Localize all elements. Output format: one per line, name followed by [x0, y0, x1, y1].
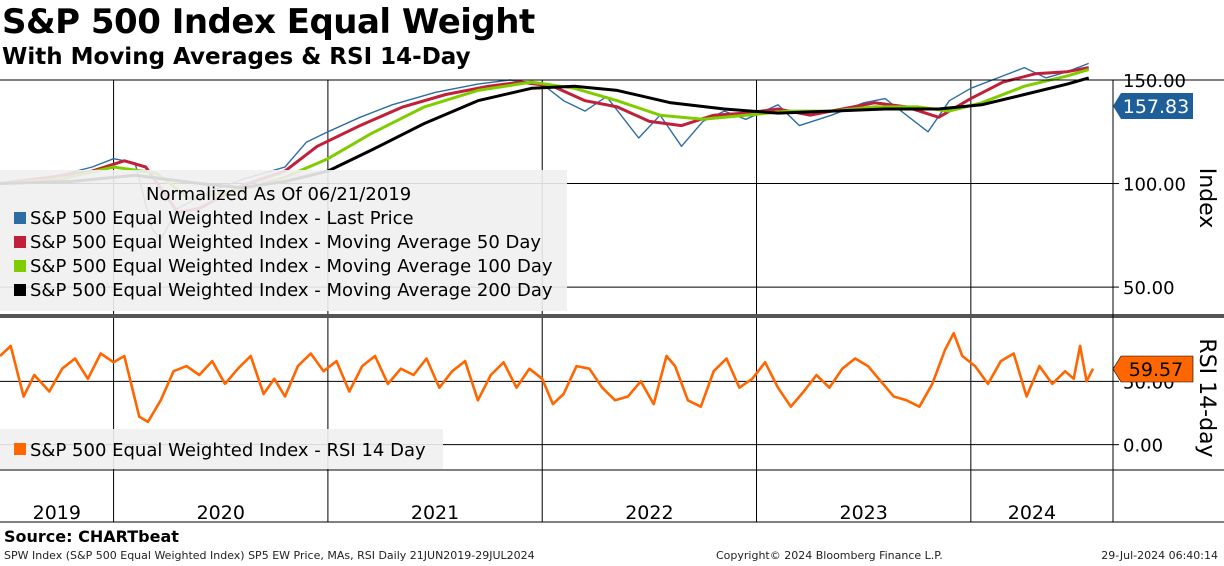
x-tick-label-2022: 2022 [625, 502, 673, 524]
legend-entry-ma50: S&P 500 Equal Weighted Index - Moving Av… [30, 232, 541, 253]
price-tick-label-50: 50.00 [1123, 278, 1175, 299]
x-tick-label-2023: 2023 [840, 502, 888, 524]
x-tick-label-2019: 2019 [33, 502, 81, 524]
last-rsi-value: 59.57 [1129, 359, 1183, 381]
legend-entry-ma200: S&P 500 Equal Weighted Index - Moving Av… [30, 280, 553, 301]
price-legend-box [0, 170, 567, 311]
legend-entry-rsi: S&P 500 Equal Weighted Index - RSI 14 Da… [30, 440, 426, 461]
legend-swatch-ma100 [14, 260, 26, 272]
chart-subtitle: With Moving Averages & RSI 14-Day [2, 44, 471, 70]
legend-swatch-rsi [14, 443, 26, 455]
last-price-tag [1113, 93, 1193, 119]
legend-swatch-ma50 [14, 236, 26, 248]
panel-divider [0, 314, 1224, 318]
price-tick-label-100: 100.00 [1123, 175, 1186, 196]
x-tick-label-2020: 2020 [197, 502, 245, 524]
legend-entry-ma100: S&P 500 Equal Weighted Index - Moving Av… [30, 256, 553, 277]
series-line-rsi [0, 331, 1095, 424]
x-tick-label-2024: 2024 [1008, 502, 1056, 524]
rsi-axis-title: RSI 14-day [1194, 338, 1219, 457]
price-axis-title: Index [1194, 168, 1219, 229]
legend-entry-price: S&P 500 Equal Weighted Index - Last Pric… [30, 208, 414, 229]
legend-swatch-ma200 [14, 284, 26, 296]
price-tick-label-150: 150.00 [1123, 71, 1186, 92]
last-rsi-tag [1112, 355, 1194, 383]
last-price-value: 157.83 [1123, 96, 1189, 118]
legend-swatch-price [14, 212, 26, 224]
footer-description: SPW Index (S&P 500 Equal Weighted Index)… [4, 549, 535, 562]
x-tick-label-2021: 2021 [411, 502, 459, 524]
legend-layer: Normalized As Of 06/21/2019 S&P 500 Equal… [0, 170, 567, 469]
legend-header: Normalized As Of 06/21/2019 [146, 184, 411, 205]
chart-source: Source: CHARTbeat [4, 527, 179, 546]
axis-layer: 2019 2020 2021 2022 2023 2024 50.00 100.00 150.0… [0, 71, 1224, 524]
rsi-legend-box [0, 429, 443, 469]
footer-timestamp: 29-Jul-2024 06:40:14 [1101, 549, 1218, 562]
rsi-tick-label-0: 0.00 [1123, 436, 1163, 457]
footer-copyright: Copyright© 2024 Bloomberg Finance L.P. [716, 549, 943, 562]
chart-title: S&P 500 Index Equal Weight [2, 2, 535, 42]
